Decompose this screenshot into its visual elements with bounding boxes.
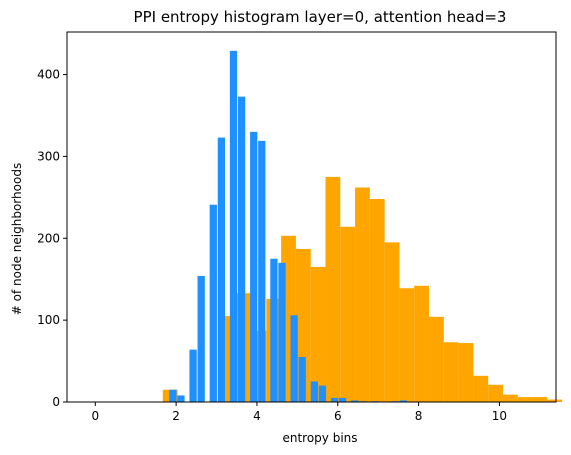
blue-bar bbox=[298, 356, 306, 402]
blue-bar bbox=[209, 204, 217, 402]
y-tick-label: 300 bbox=[37, 149, 60, 163]
blue-bar bbox=[330, 397, 339, 402]
orange-bar bbox=[517, 397, 533, 402]
y-axis: 0 100 200 300 400 bbox=[37, 68, 67, 409]
orange-bar bbox=[325, 176, 341, 402]
orange-bar bbox=[502, 394, 518, 402]
y-tick-label: 100 bbox=[37, 313, 60, 327]
orange-bar bbox=[414, 285, 430, 402]
x-tick-label: 10 bbox=[492, 409, 507, 423]
blue-bar bbox=[310, 381, 318, 402]
blue-bar bbox=[229, 50, 238, 403]
blue-bar bbox=[278, 262, 286, 402]
orange-bar bbox=[473, 375, 489, 402]
y-tick-label: 200 bbox=[37, 231, 60, 245]
y-axis-label: # of node neighborhoods bbox=[10, 163, 24, 315]
blue-series bbox=[169, 50, 407, 403]
blue-bar bbox=[197, 275, 205, 402]
plot-frame bbox=[66, 31, 557, 403]
blue-bar bbox=[250, 131, 258, 403]
orange-bar bbox=[547, 399, 563, 402]
x-tick-label: 0 bbox=[91, 409, 99, 423]
x-axis-label: entropy bins bbox=[282, 431, 357, 445]
blue-bar bbox=[237, 96, 246, 402]
blue-bar bbox=[399, 400, 407, 402]
blue-bar bbox=[351, 400, 359, 402]
orange-bar bbox=[443, 342, 459, 402]
orange-bar bbox=[488, 384, 503, 402]
orange-bar bbox=[369, 198, 385, 402]
chart-title: PPI entropy histogram layer=0, attention… bbox=[134, 8, 507, 26]
x-axis: 0 2 4 6 8 10 bbox=[91, 402, 507, 423]
orange-bar bbox=[310, 266, 326, 402]
blue-bar bbox=[258, 140, 266, 402]
blue-bar bbox=[177, 395, 185, 402]
orange-bar bbox=[355, 187, 370, 402]
x-tick-label: 2 bbox=[172, 409, 180, 423]
blue-bar bbox=[318, 385, 327, 402]
x-tick-label: 8 bbox=[415, 409, 423, 423]
orange-bar bbox=[429, 316, 444, 402]
x-tick-label: 6 bbox=[334, 409, 342, 423]
y-tick-label: 400 bbox=[37, 68, 60, 82]
orange-bar bbox=[532, 397, 548, 402]
y-tick-label: 0 bbox=[52, 395, 60, 409]
x-tick-label: 4 bbox=[253, 409, 261, 423]
blue-bar bbox=[169, 389, 177, 402]
blue-bar bbox=[338, 397, 347, 402]
orange-bar bbox=[458, 343, 474, 402]
orange-bar bbox=[399, 288, 415, 402]
blue-bar bbox=[270, 258, 278, 402]
orange-bar bbox=[340, 226, 356, 402]
blue-bar bbox=[189, 349, 197, 402]
orange-bar bbox=[384, 242, 400, 402]
blue-bar bbox=[290, 315, 298, 402]
blue-bar bbox=[217, 137, 226, 402]
